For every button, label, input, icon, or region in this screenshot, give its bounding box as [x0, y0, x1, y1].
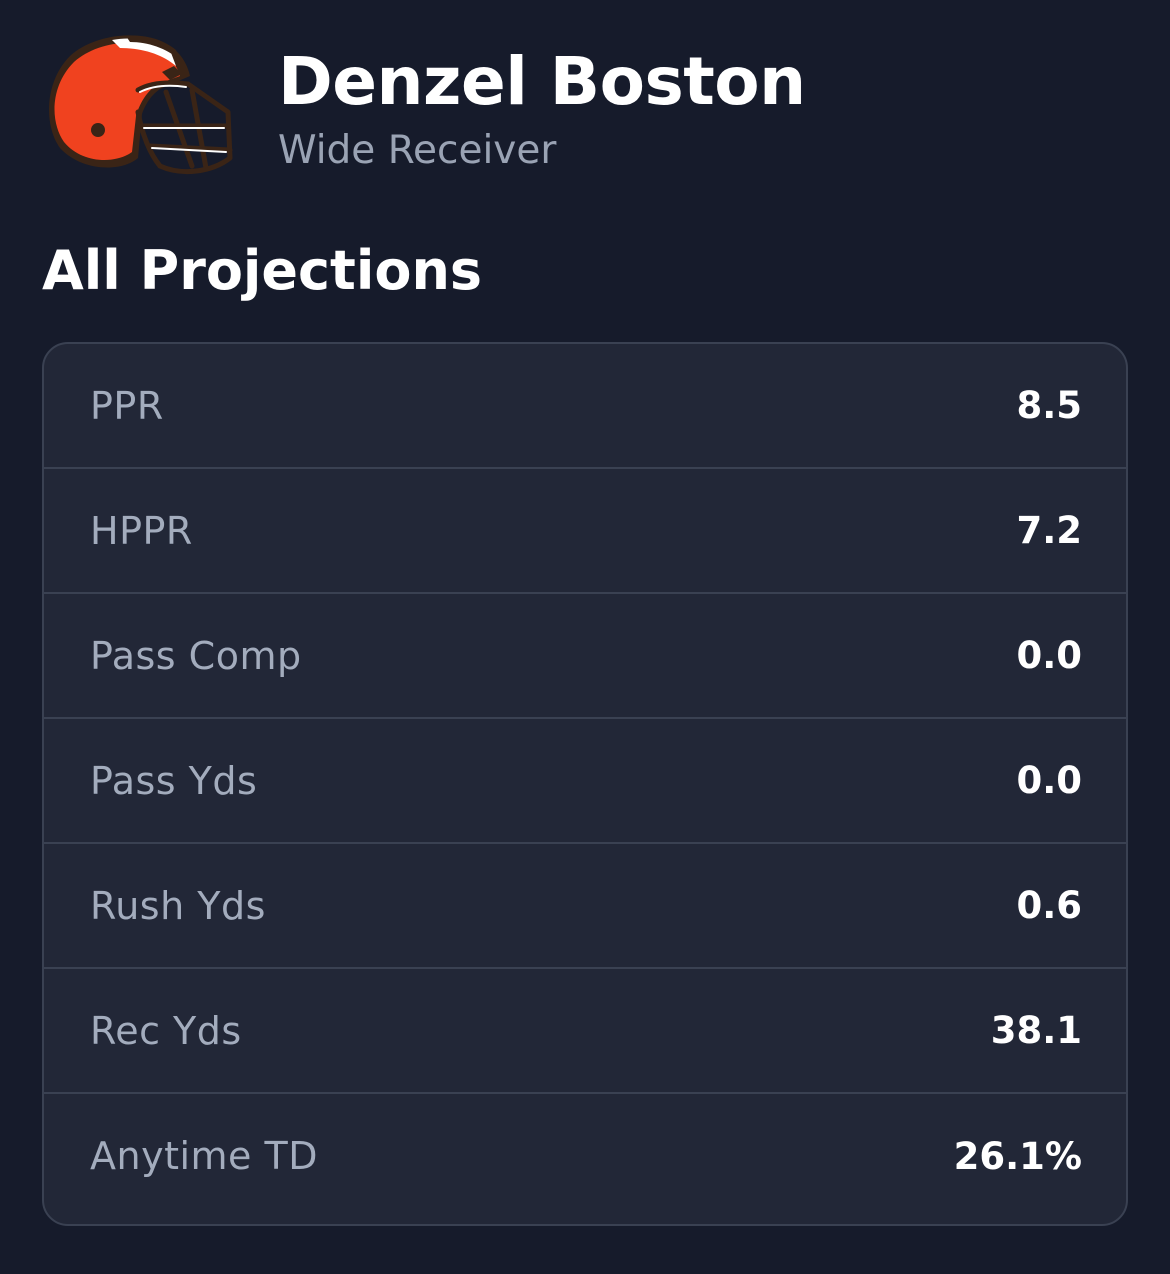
- projection-row: Pass Yds 0.0: [44, 719, 1126, 844]
- projection-row: Rush Yds 0.6: [44, 844, 1126, 969]
- projection-value: 7.2: [1016, 509, 1082, 552]
- projection-value: 0.0: [1016, 634, 1082, 677]
- projection-row: Anytime TD 26.1%: [44, 1094, 1126, 1218]
- section-title: All Projections: [42, 239, 483, 302]
- projection-label: Anytime TD: [90, 1134, 318, 1178]
- projection-label: PPR: [90, 383, 164, 428]
- player-name: Denzel Boston: [278, 43, 806, 120]
- player-header: Denzel Boston Wide Receiver: [42, 30, 1128, 180]
- projection-value: 38.1: [990, 1009, 1082, 1052]
- projection-row: HPPR 7.2: [44, 469, 1126, 594]
- projection-label: Pass Yds: [90, 758, 258, 803]
- projections-table: PPR 8.5 HPPR 7.2 Pass Comp 0.0 Pass Yds 0.0 Rush…: [42, 342, 1128, 1226]
- projection-label: Rush Yds: [90, 883, 266, 928]
- projection-row: Pass Comp 0.0: [44, 594, 1126, 719]
- projection-label: Pass Comp: [90, 633, 302, 678]
- projection-row: Rec Yds 38.1: [44, 969, 1126, 1094]
- projection-row: PPR 8.5: [44, 344, 1126, 469]
- projection-value: 0.0: [1016, 759, 1082, 802]
- projection-value: 0.6: [1016, 884, 1082, 927]
- football-helmet-icon: [49, 35, 233, 174]
- projection-value: 26.1%: [953, 1134, 1082, 1178]
- projection-value: 8.5: [1016, 384, 1082, 427]
- projection-label: Rec Yds: [90, 1008, 242, 1053]
- player-position: Wide Receiver: [278, 128, 557, 173]
- projection-label: HPPR: [90, 508, 193, 553]
